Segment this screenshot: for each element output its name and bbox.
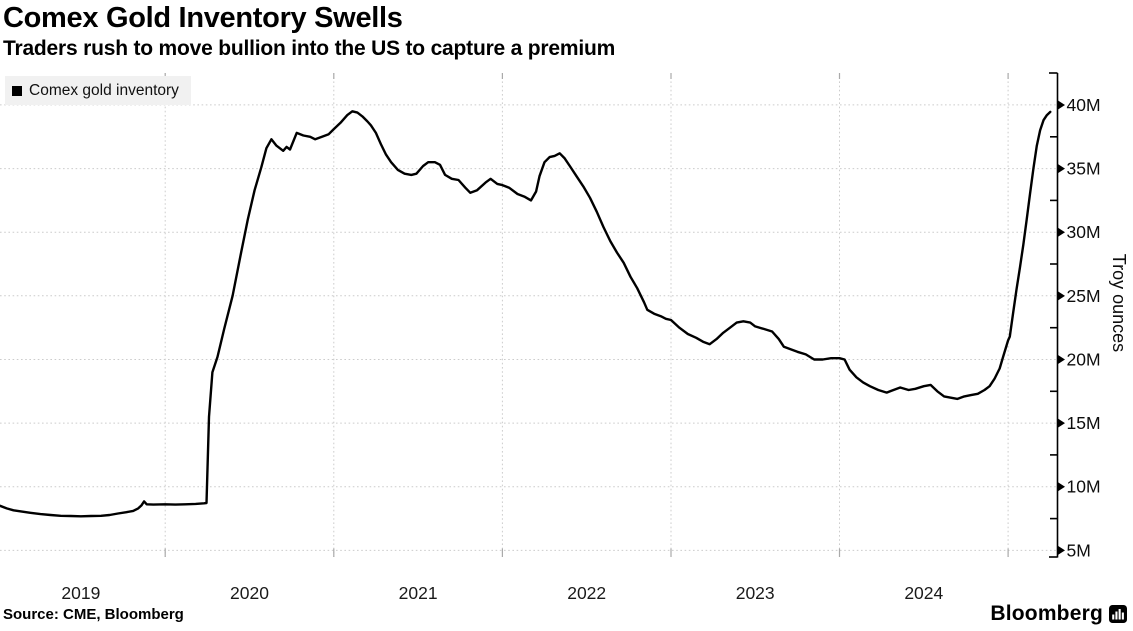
y-axis-tick-label: 5M bbox=[1067, 540, 1091, 560]
x-axis-year-label: 2019 bbox=[61, 583, 100, 603]
y-axis-major-tick bbox=[1058, 545, 1065, 555]
chart-subtitle: Traders rush to move bullion into the US… bbox=[3, 37, 616, 60]
legend: Comex gold inventory bbox=[5, 76, 191, 105]
y-axis-tick-label: 20M bbox=[1067, 350, 1101, 370]
y-axis-major-tick bbox=[1058, 227, 1065, 237]
y-axis-tick-label: 25M bbox=[1067, 286, 1101, 306]
y-axis-major-tick bbox=[1058, 164, 1065, 174]
x-axis-year-label: 2021 bbox=[399, 583, 438, 603]
y-axis-title: Troy ounces bbox=[1109, 254, 1129, 352]
y-axis-tick-label: 30M bbox=[1067, 222, 1101, 242]
x-axis-year-label: 2020 bbox=[230, 583, 269, 603]
legend-square-swatch-icon bbox=[12, 85, 22, 96]
x-axis-year-label: 2022 bbox=[567, 583, 606, 603]
y-axis-major-tick bbox=[1058, 418, 1065, 428]
source-note: Source: CME, Bloomberg bbox=[3, 606, 184, 623]
legend-label: Comex gold inventory bbox=[29, 81, 179, 99]
y-axis-tick-label: 15M bbox=[1067, 413, 1101, 433]
x-axis-year-label: 2023 bbox=[736, 583, 775, 603]
y-axis-major-tick bbox=[1058, 100, 1065, 110]
page-title: Comex Gold Inventory Swells bbox=[3, 2, 403, 34]
y-axis-major-tick bbox=[1058, 482, 1065, 492]
bloomberg-terminal-icon bbox=[1109, 605, 1127, 623]
x-axis-year-label: 2024 bbox=[904, 583, 943, 603]
y-axis-tick-label: 10M bbox=[1067, 477, 1101, 497]
y-axis-major-tick bbox=[1058, 291, 1065, 301]
y-axis-tick-label: 40M bbox=[1067, 95, 1101, 115]
y-axis-major-tick bbox=[1058, 354, 1065, 364]
series-line-comex-gold-inventory bbox=[0, 110, 1052, 518]
y-axis-tick-label: 35M bbox=[1067, 159, 1101, 179]
bloomberg-wordmark: Bloomberg bbox=[990, 602, 1103, 625]
bloomberg-logo: Bloomberg bbox=[990, 602, 1127, 626]
